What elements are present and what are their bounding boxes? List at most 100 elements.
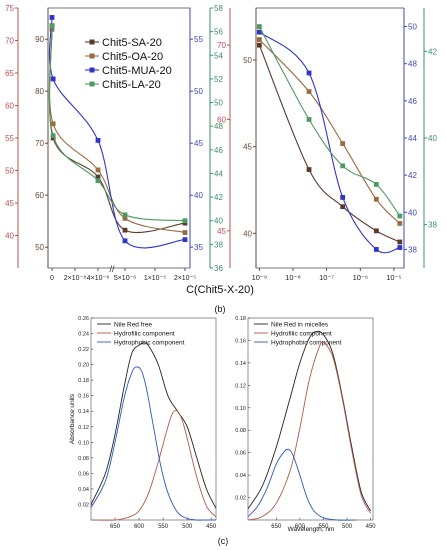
series-mua-marker — [340, 195, 346, 200]
legend-label-sa: Chit5-SA-20 — [102, 37, 162, 49]
x-tick-label: 600 — [295, 524, 306, 530]
legend-marker-oa — [89, 53, 95, 59]
y-axis-left-inner-tick-label: 80 — [35, 87, 44, 96]
series-la-marker — [95, 178, 101, 183]
series-oa-marker — [373, 196, 379, 202]
series-sa-marker — [122, 227, 128, 233]
panel-b-caption: (b) — [215, 304, 226, 314]
panel-b-left-chart: 4045505560657075506070809035404550553638… — [5, 4, 223, 282]
series-mua-marker — [50, 76, 56, 82]
y-tick-label: 0.14 — [235, 361, 246, 367]
y-axis-right-inner-tick-label: 38 — [408, 245, 417, 254]
y-tick-label: 0.18 — [78, 378, 89, 384]
y-axis-label: Absorbance units — [69, 393, 76, 444]
y-axis-left-outer-tick-label: 70 — [217, 41, 226, 50]
series-mua-marker — [122, 238, 128, 244]
y-axis-right-outer-tick-label: 38 — [428, 221, 437, 230]
x-tick-label: 500 — [182, 524, 193, 530]
y-tick-label: 0.16 — [78, 394, 89, 400]
series-nile-red-in-micelles — [247, 330, 372, 512]
x-tick-label: 10⁻⁸ — [285, 273, 300, 282]
y-tick-label: 0.02 — [235, 496, 246, 502]
series-la-marker — [256, 24, 262, 29]
y-axis-left-inner-tick-label: 60 — [35, 191, 44, 200]
series-sa-marker — [306, 167, 312, 172]
plot-frame — [90, 317, 217, 521]
legend-marker-la — [89, 81, 95, 87]
y-tick-label: 0.08 — [235, 428, 246, 434]
y-axis-left-outer-tick-label: 60 — [5, 102, 14, 111]
y-tick-label: 0.12 — [235, 383, 246, 389]
series-mua-marker — [373, 247, 379, 252]
x-tick-label: 450 — [366, 524, 377, 530]
y-tick-label: 0.06 — [235, 451, 246, 457]
series-mua-marker — [95, 137, 101, 143]
y-tick-label: 0.02 — [78, 502, 89, 508]
legend-label-hydrofilic-component: Hydrofilic component — [114, 331, 175, 338]
legend-label-hydrophobic-component: Hydrophobic component — [271, 340, 342, 347]
series-mua-marker — [256, 29, 262, 35]
y-tick-label: 0.12 — [78, 425, 89, 431]
series-mua-marker — [397, 245, 403, 250]
y-axis-left-outer-tick-label: 45 — [5, 199, 14, 208]
x-tick-label: 650 — [271, 524, 282, 530]
plot-frame — [247, 317, 374, 521]
x-tick-label: 5×10⁻⁶ — [114, 275, 136, 282]
series-la-marker — [373, 182, 379, 187]
y-axis-left-outer-tick-label: 65 — [5, 69, 14, 78]
series-mua-marker — [49, 15, 55, 20]
y-axis-left-outer-tick-label: 70 — [5, 37, 14, 46]
y-axis-right-outer-tick-label: 36 — [214, 264, 223, 273]
series-oa-marker — [397, 221, 403, 226]
series-la-marker — [182, 218, 188, 224]
legend: Nile Red free Hydrofilic component Hydroph… — [97, 322, 185, 347]
y-axis-left-outer-tick-label: 55 — [5, 134, 14, 143]
series-oa-marker — [340, 141, 346, 146]
y-axis-right-outer-tick-label: 58 — [214, 4, 223, 13]
y-axis-left-outer-tick-label: 40 — [5, 232, 14, 241]
y-tick-label: 0.10 — [78, 440, 89, 446]
y-axis-right-outer-tick-label: 50 — [214, 99, 223, 108]
y-tick-label: 0.04 — [78, 487, 89, 493]
y-tick-label: 0.22 — [78, 347, 89, 353]
x-tick-label: 2×10⁻⁸ — [64, 275, 86, 282]
x-tick-label: 550 — [158, 524, 169, 530]
legend-label-oa: Chit5-OA-20 — [102, 51, 163, 63]
legend: Nile Red in micelles Hydrofilic component… — [254, 322, 342, 347]
y-axis-right-inner-tick-label: 45 — [194, 139, 203, 148]
series-la-marker — [49, 23, 55, 29]
y-axis-right-inner-tick-label: 44 — [408, 134, 417, 143]
panel-c-left-chart: 0.02 0.04 0.06 0.08 0.10 0.12 0.14 0.16 0.18 0.20… — [69, 316, 217, 530]
series-oa-marker — [50, 121, 56, 127]
series-la-marker — [397, 213, 403, 219]
x-tick-label: 500 — [342, 524, 353, 530]
y-axis-right-outer-tick-label: 40 — [428, 134, 437, 143]
y-axis-left-outer-tick-label: 45 — [217, 227, 226, 236]
plot-frame — [255, 7, 405, 269]
legend-label-mua: Chit5-MUA-20 — [102, 65, 172, 77]
y-axis-right-outer-tick-label: 40 — [214, 217, 223, 226]
legend-marker-mua — [89, 67, 95, 73]
x-tick-label: 1×10⁻⁵ — [144, 275, 166, 282]
y-axis-right-outer-tick-label: 56 — [214, 28, 223, 37]
y-axis-left-outer-tick-label: 60 — [217, 115, 226, 124]
series-la-marker — [306, 117, 312, 122]
y-axis-right-outer-tick-label: 44 — [214, 169, 223, 178]
y-axis-left-outer-tick-label: 50 — [5, 167, 14, 176]
y-tick-label: 0.26 — [78, 316, 89, 322]
series-sa-line — [258, 44, 401, 243]
series-oa-marker — [182, 230, 188, 235]
series-hydrofilic-component — [90, 410, 217, 521]
series-hydrophobic-component — [90, 366, 216, 521]
x-tick-label: 10⁻⁷ — [319, 273, 334, 282]
x-tick-label: 4×10⁻⁸ — [87, 275, 109, 282]
y-axis-left-inner-tick-label: 70 — [35, 139, 44, 148]
series-oa-marker — [256, 37, 262, 42]
series-hydrofilic-component — [247, 341, 372, 521]
x-tick-label: 0 — [50, 275, 54, 282]
y-tick-label: 0.24 — [78, 332, 89, 338]
y-axis-right-inner-tick-label: 55 — [194, 35, 203, 44]
y-tick-label: 0.06 — [78, 471, 89, 477]
y-axis-left-inner-tick-label: 50 — [243, 56, 252, 65]
